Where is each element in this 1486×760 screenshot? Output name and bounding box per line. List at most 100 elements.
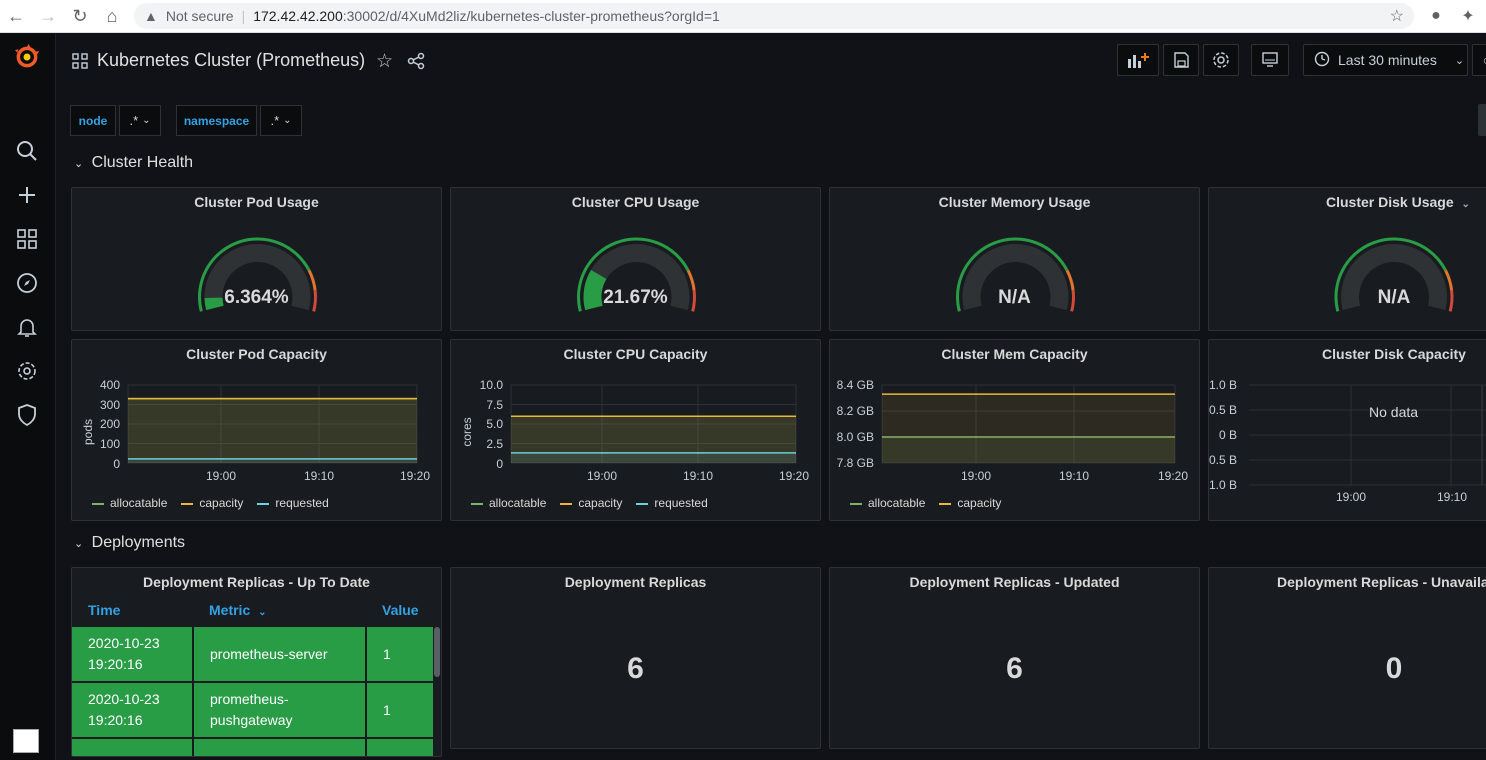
- variable-value-node: .*: [129, 113, 139, 128]
- y-tick-label: 200: [100, 417, 120, 431]
- gauge-value: N/A: [1377, 287, 1411, 308]
- dashboard-title[interactable]: Kubernetes Cluster (Prometheus): [97, 50, 366, 70]
- legend-item[interactable]: capacity: [560, 496, 622, 510]
- star-dashboard-icon[interactable]: ☆: [376, 51, 394, 72]
- gear-icon: [1213, 52, 1229, 68]
- row-cluster-health[interactable]: ⌄ Cluster Health: [74, 154, 193, 172]
- back-icon[interactable]: ←: [7, 5, 25, 26]
- gauge-value-arc: [583, 269, 607, 311]
- chevron-down-icon: ⌄: [1461, 199, 1470, 210]
- legend-item[interactable]: capacity: [181, 496, 243, 510]
- collapse-panel-handle[interactable]: [1478, 104, 1486, 136]
- variable-label-namespace: namespace: [176, 105, 257, 136]
- table-panel-replicas-up-to-date[interactable]: Deployment Replicas - Up To Date Time Me…: [71, 567, 442, 757]
- cell-time: 19:20:16: [88, 656, 143, 672]
- table-cell-time: 2020-10-23 19:20:16: [72, 683, 192, 737]
- address-bar[interactable]: ▲ Not secure | 172.42.42.200:30002/d/4Xu…: [134, 3, 1414, 29]
- gauge-track: [1341, 244, 1447, 311]
- y-tick-label: 2.5: [486, 437, 503, 451]
- y-tick-label: 0 B: [1219, 428, 1237, 442]
- create-plus-icon[interactable]: [14, 182, 40, 208]
- legend-item[interactable]: allocatable: [850, 496, 925, 510]
- home-icon[interactable]: ⌂: [106, 5, 118, 26]
- stat-panel-replicas[interactable]: Deployment Replicas 6: [450, 567, 821, 749]
- gauge-panel-cpu-usage[interactable]: Cluster CPU Usage 21.67%: [450, 187, 821, 331]
- chevron-down-icon: ⌄: [258, 607, 267, 618]
- y-tick-label: 0.5 B: [1209, 403, 1237, 417]
- gauge-threshold-red: [691, 290, 696, 312]
- gauge-chart: [956, 237, 1075, 312]
- gauge-panel-memory-usage[interactable]: Cluster Memory Usage N/A: [829, 187, 1200, 331]
- server-admin-shield-icon[interactable]: [14, 402, 40, 428]
- x-tick-label: 19:10: [304, 469, 334, 483]
- panel-title: Deployment Replicas - Unavailable: [1277, 574, 1486, 590]
- row-deployments[interactable]: ⌄ Deployments: [74, 534, 185, 552]
- forward-icon[interactable]: →: [39, 5, 57, 26]
- graph-panel-disk-capacity[interactable]: Cluster Disk Capacity 1.0 B 0.5 B 0 B -0…: [1208, 339, 1486, 521]
- legend-item[interactable]: allocatable: [471, 496, 546, 510]
- share-icon[interactable]: [407, 52, 425, 75]
- search-icon[interactable]: [14, 138, 40, 164]
- gauge-chart: [577, 237, 696, 312]
- graph-panel-mem-capacity[interactable]: Cluster Mem Capacity 8.4 GB 8.2 GB 8.0 G…: [829, 339, 1200, 521]
- alerting-bell-icon[interactable]: [14, 314, 40, 340]
- variable-label-node: node: [70, 105, 116, 136]
- explore-compass-icon[interactable]: [14, 270, 40, 296]
- add-panel-button[interactable]: [1117, 44, 1159, 76]
- stat-value: 6: [1006, 652, 1023, 685]
- graph-panel-cpu-capacity[interactable]: Cluster CPU Capacity 10.0 7.5 5.0 2.5 0 …: [450, 339, 821, 521]
- add-panel-icon: [1128, 53, 1149, 68]
- configuration-gear-icon[interactable]: [14, 358, 40, 384]
- legend-label: requested: [654, 496, 708, 510]
- legend-item[interactable]: requested: [636, 496, 708, 510]
- time-range-label: Last 30 minutes: [1338, 52, 1437, 68]
- extension-icon[interactable]: ●: [1431, 7, 1441, 24]
- panel-title-with-menu[interactable]: Cluster Disk Usage ⌄: [1326, 194, 1470, 210]
- y-tick-label: 8.2 GB: [837, 404, 874, 418]
- dashboard-grid-icon: [72, 53, 88, 74]
- puzzle-extensions-icon[interactable]: ✦: [1461, 8, 1475, 25]
- column-header-metric[interactable]: Metric ⌄: [209, 602, 267, 618]
- variable-select-namespace[interactable]: .* ⌄: [260, 105, 302, 136]
- gauge-panel-pod-usage[interactable]: Cluster Pod Usage 6.364%: [71, 187, 442, 331]
- dashboards-grid-icon[interactable]: [14, 226, 40, 252]
- legend-item[interactable]: capacity: [939, 496, 1001, 510]
- gauge-threshold-red: [1448, 290, 1454, 312]
- y-tick-label: 0: [496, 457, 503, 471]
- chevron-down-icon: ⌄: [1454, 54, 1465, 67]
- time-picker-button[interactable]: Last 30 minutes ⌄: [1303, 44, 1468, 76]
- x-tick-label: 19:00: [206, 469, 236, 483]
- gauge-value: 21.67%: [603, 287, 668, 308]
- gauge-track: [204, 244, 311, 311]
- stat-panel-replicas-updated[interactable]: Deployment Replicas - Updated 6: [829, 567, 1200, 749]
- legend-swatch: [939, 502, 952, 505]
- table-cell-time: 2020-10-23 19:20:16: [72, 627, 192, 681]
- bookmark-star-icon[interactable]: ☆: [1389, 8, 1404, 25]
- gauge-threshold-orange: [686, 269, 696, 291]
- y-tick-label: 7.5: [486, 398, 503, 412]
- dashboard-settings-button[interactable]: [1203, 44, 1239, 76]
- legend-item[interactable]: requested: [257, 496, 329, 510]
- cycle-view-mode-button[interactable]: [1251, 44, 1289, 76]
- stat-panel-replicas-unavailable[interactable]: Deployment Replicas - Unavailable 0: [1208, 567, 1486, 749]
- column-header-time[interactable]: Time: [88, 602, 121, 618]
- legend-label: allocatable: [489, 496, 547, 510]
- gauge-threshold-orange: [307, 269, 317, 291]
- reload-icon[interactable]: ↻: [72, 5, 88, 26]
- panel-title: Cluster CPU Usage: [571, 194, 700, 210]
- column-header-value[interactable]: Value: [382, 602, 419, 618]
- zoom-out-button[interactable]: ○: [1472, 44, 1486, 76]
- legend-item[interactable]: allocatable: [92, 496, 167, 510]
- gauge-panel-disk-usage[interactable]: Cluster Disk Usage ⌄ N/A: [1208, 187, 1486, 331]
- save-dashboard-button[interactable]: [1163, 44, 1199, 76]
- variable-select-node[interactable]: .* ⌄: [119, 105, 161, 136]
- cell-metric-line1: prometheus-: [210, 691, 289, 707]
- table-scrollbar[interactable]: [434, 627, 440, 677]
- y-tick-label: 8.4 GB: [837, 378, 874, 392]
- table-cell-value: 1: [367, 683, 433, 737]
- graph-panel-pod-capacity[interactable]: Cluster Pod Capacity 400 300 200 100 0 1…: [71, 339, 442, 521]
- grafana-logo-icon[interactable]: [14, 44, 40, 70]
- legend-label: capacity: [578, 496, 623, 510]
- stat-value: 0: [1385, 652, 1403, 685]
- gauge-threshold-orange: [1065, 269, 1075, 291]
